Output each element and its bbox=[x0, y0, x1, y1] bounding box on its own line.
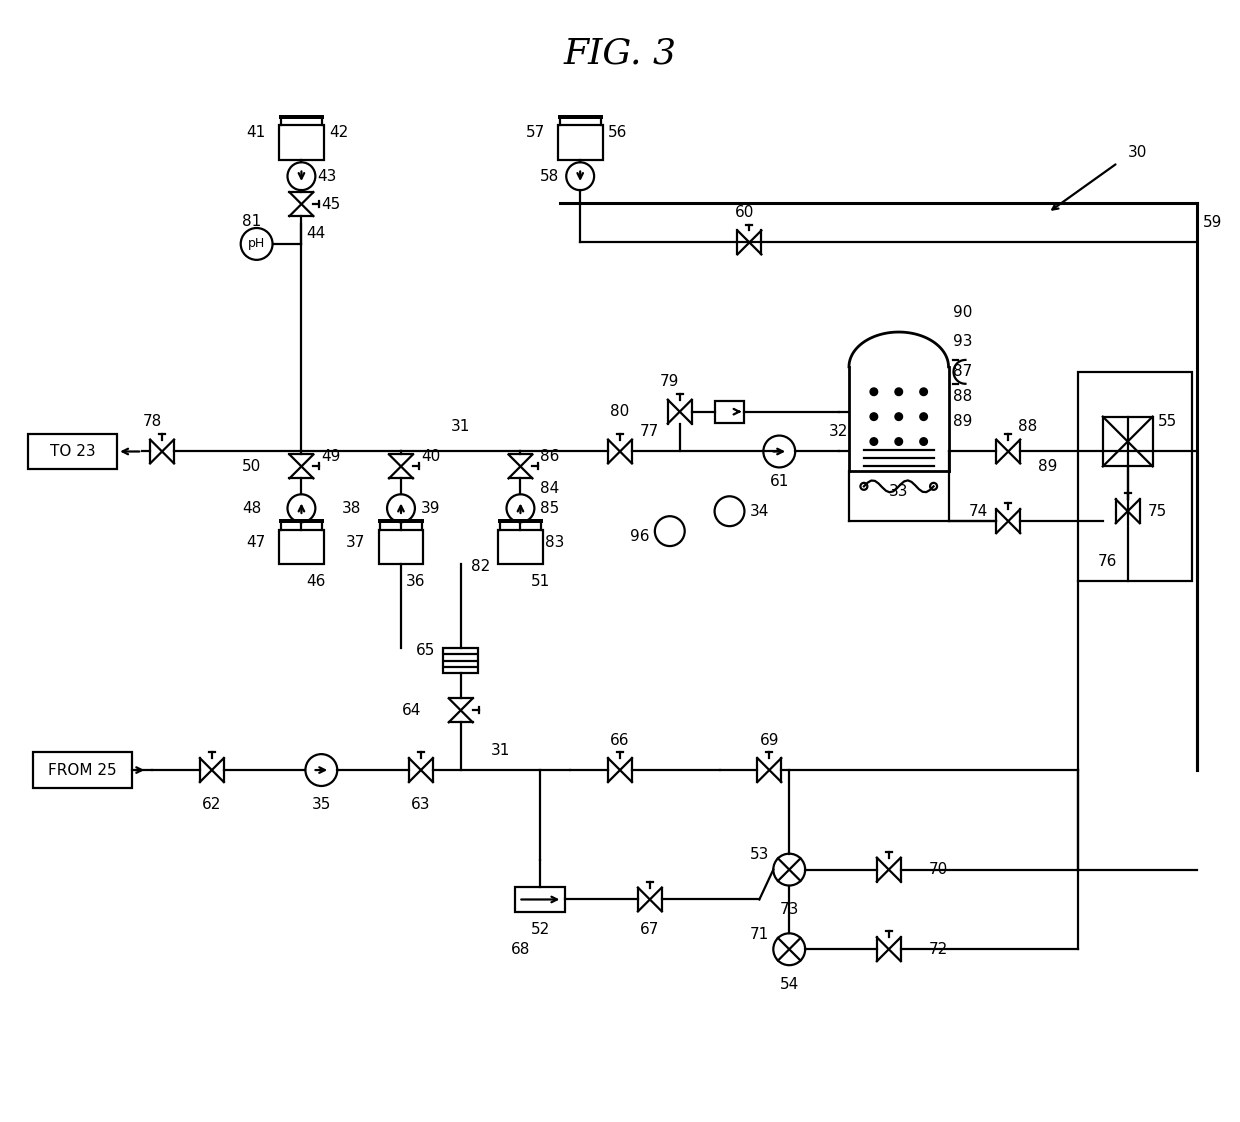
Bar bbox=[443, 649, 479, 673]
Text: FIG. 3: FIG. 3 bbox=[563, 36, 677, 71]
Bar bbox=[27, 433, 118, 469]
Text: 31: 31 bbox=[451, 420, 470, 434]
Bar bbox=[32, 752, 133, 788]
Circle shape bbox=[870, 388, 878, 396]
Circle shape bbox=[920, 388, 928, 396]
Circle shape bbox=[870, 438, 878, 445]
Text: 84: 84 bbox=[541, 481, 559, 496]
Text: 69: 69 bbox=[760, 733, 779, 747]
Text: 80: 80 bbox=[610, 404, 629, 420]
Text: 93: 93 bbox=[954, 334, 973, 349]
Text: 63: 63 bbox=[412, 798, 430, 812]
Circle shape bbox=[920, 438, 928, 445]
Circle shape bbox=[895, 413, 903, 421]
Text: 75: 75 bbox=[1148, 504, 1167, 518]
Text: 81: 81 bbox=[242, 213, 262, 229]
Text: 43: 43 bbox=[317, 168, 337, 184]
Text: 71: 71 bbox=[749, 927, 769, 941]
Text: 31: 31 bbox=[491, 743, 510, 757]
Text: 83: 83 bbox=[546, 534, 564, 550]
Bar bbox=[498, 530, 543, 564]
Text: 54: 54 bbox=[780, 976, 799, 992]
Text: 34: 34 bbox=[749, 504, 769, 518]
Text: 58: 58 bbox=[541, 168, 559, 184]
Text: 59: 59 bbox=[1203, 215, 1221, 230]
Text: 72: 72 bbox=[929, 941, 947, 957]
Text: 85: 85 bbox=[541, 500, 559, 516]
Text: 82: 82 bbox=[471, 560, 491, 574]
Text: 79: 79 bbox=[660, 375, 680, 389]
Text: 76: 76 bbox=[1097, 553, 1117, 569]
Text: 44: 44 bbox=[306, 227, 326, 241]
Text: 52: 52 bbox=[531, 922, 551, 937]
Bar bbox=[1078, 371, 1193, 581]
Bar bbox=[279, 530, 324, 564]
Text: 42: 42 bbox=[330, 126, 348, 140]
Text: 77: 77 bbox=[640, 424, 660, 439]
Text: 41: 41 bbox=[247, 126, 265, 140]
Text: 51: 51 bbox=[531, 574, 549, 589]
Text: 56: 56 bbox=[608, 126, 627, 140]
Text: 39: 39 bbox=[420, 500, 440, 516]
Text: 33: 33 bbox=[889, 484, 909, 499]
Text: 89: 89 bbox=[1038, 459, 1058, 473]
Text: pH: pH bbox=[248, 238, 265, 250]
Text: 67: 67 bbox=[640, 922, 660, 937]
Circle shape bbox=[870, 413, 878, 421]
Text: 35: 35 bbox=[311, 798, 331, 812]
Text: 55: 55 bbox=[1158, 414, 1177, 429]
Text: 48: 48 bbox=[242, 500, 262, 516]
Text: 74: 74 bbox=[968, 504, 988, 518]
Text: 89: 89 bbox=[954, 414, 973, 429]
Text: 65: 65 bbox=[415, 643, 435, 659]
Text: 90: 90 bbox=[954, 304, 973, 320]
Text: 57: 57 bbox=[526, 126, 544, 140]
Text: 36: 36 bbox=[405, 574, 425, 589]
Text: 78: 78 bbox=[143, 414, 161, 429]
Text: 50: 50 bbox=[242, 459, 262, 473]
Circle shape bbox=[895, 438, 903, 445]
Bar bbox=[279, 126, 324, 160]
Text: 30: 30 bbox=[1127, 146, 1147, 160]
Text: TO 23: TO 23 bbox=[50, 444, 95, 459]
Bar bbox=[516, 888, 565, 912]
Text: 73: 73 bbox=[780, 902, 799, 917]
Text: 88: 88 bbox=[954, 389, 972, 404]
Text: 96: 96 bbox=[630, 528, 650, 544]
Text: 45: 45 bbox=[321, 196, 341, 212]
Text: 38: 38 bbox=[342, 500, 361, 516]
Text: 88: 88 bbox=[1018, 420, 1038, 434]
Bar bbox=[558, 126, 603, 160]
Circle shape bbox=[920, 413, 928, 421]
Text: 47: 47 bbox=[247, 534, 265, 550]
Text: 32: 32 bbox=[830, 424, 848, 439]
Text: 49: 49 bbox=[321, 449, 341, 465]
Text: 46: 46 bbox=[306, 574, 326, 589]
Text: 53: 53 bbox=[749, 847, 769, 862]
Text: 40: 40 bbox=[420, 449, 440, 465]
Circle shape bbox=[895, 388, 903, 396]
Text: 66: 66 bbox=[610, 733, 630, 747]
Text: 68: 68 bbox=[511, 941, 531, 957]
Text: 61: 61 bbox=[770, 473, 789, 489]
Text: 87: 87 bbox=[954, 365, 972, 379]
Text: 70: 70 bbox=[929, 862, 947, 877]
Bar bbox=[378, 530, 423, 564]
Bar bbox=[714, 401, 744, 423]
Text: 37: 37 bbox=[346, 534, 366, 550]
Text: 86: 86 bbox=[541, 449, 559, 465]
Text: 64: 64 bbox=[402, 702, 420, 718]
Text: 62: 62 bbox=[202, 798, 222, 812]
Text: 60: 60 bbox=[735, 205, 754, 220]
Bar bbox=[1102, 416, 1153, 467]
Text: FROM 25: FROM 25 bbox=[48, 763, 117, 778]
